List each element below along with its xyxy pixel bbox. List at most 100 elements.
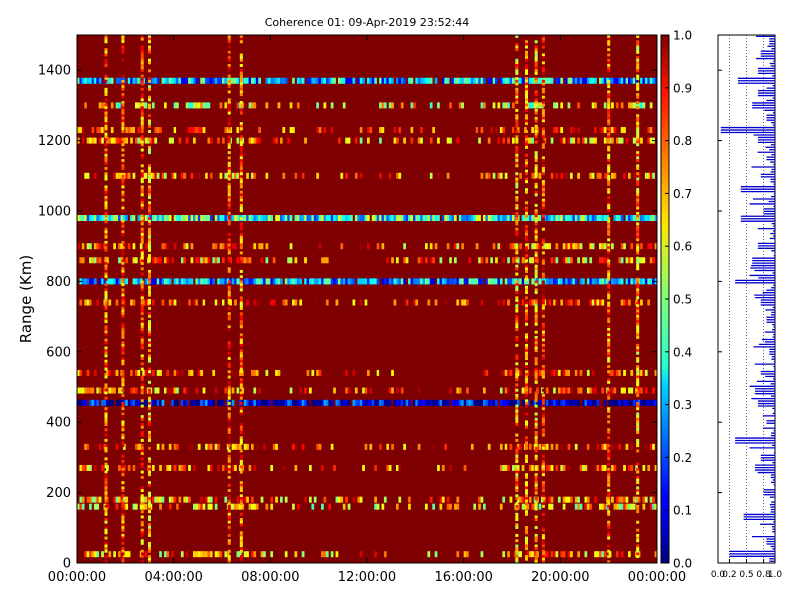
heatmap-cell [207,399,211,406]
heatmap-cell [512,243,515,250]
heatmap-cell [173,102,177,109]
heatmap-cell [316,102,319,109]
heatmap-cell [121,177,125,181]
heatmap-cell [292,127,295,134]
heatmap-cell [292,443,295,450]
heatmap-cell [541,346,545,350]
heatmap-cell [461,399,464,406]
heatmap-cell [316,399,319,406]
heatmap-cell [642,399,646,406]
heatmap-cell [121,549,125,553]
heatmap-cell [140,322,144,326]
heatmap-cell [478,278,481,285]
heatmap-cell [607,380,611,384]
heatmap-cell [81,399,85,406]
heatmap-cell [190,399,194,406]
heatmap-cell [625,257,629,264]
heatmap-cell [652,77,655,84]
heatmap-cell [628,464,631,471]
heatmap-cell [227,40,231,44]
heatmap-cell [335,215,339,222]
heatmap-cell [607,182,611,186]
heatmap-cell [620,257,624,264]
heatmap-cell [555,464,559,471]
heatmap-cell [239,428,243,432]
heatmap-cell [429,278,433,285]
heatmap-cell [202,278,206,285]
heatmap-cell [470,399,474,406]
heatmap-cell [483,369,486,376]
heatmap-cell [219,215,223,222]
heatmap-cell [525,130,528,133]
heatmap-cell [148,465,151,469]
heatmap-cell [525,375,528,379]
heatmap-cell [144,387,148,394]
heatmap-cell [640,215,643,222]
heatmap-cell [227,233,231,236]
heatmap-cell [121,58,125,62]
heatmap-cell [515,291,519,295]
heatmap-cell [594,496,597,503]
heatmap-cell [515,156,519,160]
heatmap-cell [340,278,344,285]
y-tick-label: 0 [63,557,71,572]
heatmap-cell [607,396,611,400]
heatmap-cell [541,304,545,308]
heatmap-cell [647,243,651,250]
profile-x-tick-label: 0.2 [722,570,736,580]
heatmap-cell [357,399,361,406]
heatmap-cell [171,257,174,264]
heatmap-cell [466,215,469,222]
heatmap-cell [607,428,611,432]
heatmap-cell [417,443,421,450]
heatmap-cell [584,496,588,503]
heatmap-cell [541,69,545,73]
heatmap-cell [321,278,324,285]
heatmap-cell [121,148,125,152]
heatmap-cell [483,503,486,510]
heatmap-cell [121,127,125,131]
heatmap-cell [148,380,151,384]
heatmap-cell [140,457,144,461]
heatmap-cell [309,278,312,285]
heatmap-cell [190,127,194,134]
heatmap-cell [579,243,583,250]
heatmap-cell [415,278,419,285]
heatmap-cell [352,399,356,406]
heatmap-cell [227,37,231,41]
heatmap-cell [239,483,243,487]
heatmap-cell [227,346,231,350]
heatmap-cell [104,240,108,244]
heatmap-cell [311,399,315,406]
heatmap-cell [636,182,640,186]
heatmap-cell [195,127,199,134]
heatmap-cell [636,156,640,160]
heatmap-cell [636,489,640,493]
heatmap-cell [515,137,519,141]
heatmap-cell [644,443,648,450]
heatmap-cell [104,518,108,522]
heatmap-cell [265,257,269,264]
heatmap-cell [246,257,249,264]
heatmap-cell [553,102,556,109]
heatmap-cell [209,137,213,144]
heatmap-cell [607,354,611,358]
heatmap-cell [534,98,538,102]
heatmap-cell [272,257,276,264]
heatmap-cell [515,343,519,347]
heatmap-cell [607,536,611,540]
heatmap-cell [565,399,568,406]
heatmap-cell [528,127,532,134]
heatmap-cell [420,77,423,84]
heatmap-cell [84,77,87,84]
heatmap-cell [601,127,605,134]
heatmap-cell [383,77,387,84]
heatmap-cell [342,102,346,109]
heatmap-cell [140,108,144,112]
heatmap-cell [577,496,580,503]
heatmap-cell [620,503,624,510]
heatmap-cell [330,278,334,285]
vertical-band [148,35,151,563]
heatmap-cell [140,335,144,339]
heatmap-cell [357,215,361,222]
